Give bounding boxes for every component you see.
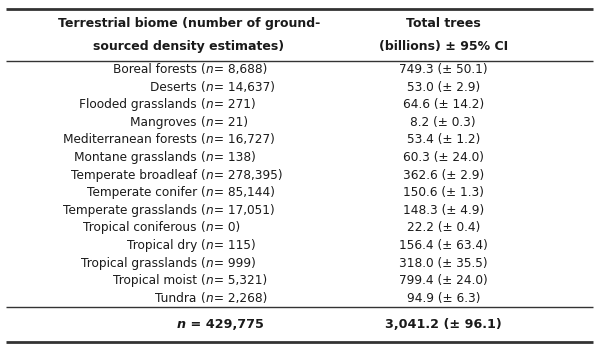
Text: (: ( <box>201 98 205 111</box>
Text: n: n <box>177 318 186 331</box>
Text: 3,041.2 (± 96.1): 3,041.2 (± 96.1) <box>385 318 501 331</box>
Text: = 0): = 0) <box>210 221 241 235</box>
Text: 799.4 (± 24.0): 799.4 (± 24.0) <box>399 274 488 287</box>
Text: = 16,727): = 16,727) <box>210 133 275 146</box>
Text: Tropical dry: Tropical dry <box>126 239 201 252</box>
Text: Temperate broadleaf: Temperate broadleaf <box>71 169 201 181</box>
Text: = 138): = 138) <box>210 151 256 164</box>
Text: (: ( <box>201 81 205 94</box>
Text: n: n <box>205 81 213 94</box>
Text: 362.6 (± 2.9): 362.6 (± 2.9) <box>403 169 484 181</box>
Text: sourced density estimates): sourced density estimates) <box>93 40 285 53</box>
Text: = 271): = 271) <box>210 98 256 111</box>
Text: = 999): = 999) <box>210 256 256 270</box>
Text: = 21): = 21) <box>210 116 249 129</box>
Text: Montane grasslands: Montane grasslands <box>74 151 201 164</box>
Text: = 8,688): = 8,688) <box>210 63 268 76</box>
Text: n: n <box>205 133 213 146</box>
Text: 53.4 (± 1.2): 53.4 (± 1.2) <box>407 133 480 146</box>
Text: n: n <box>205 98 213 111</box>
Text: = 278,395): = 278,395) <box>210 169 283 181</box>
Text: (: ( <box>201 133 205 146</box>
Text: Deserts: Deserts <box>150 81 201 94</box>
Text: (: ( <box>201 151 205 164</box>
Text: Tundra: Tundra <box>155 292 201 305</box>
Text: n: n <box>205 239 213 252</box>
Text: Total trees: Total trees <box>406 17 480 30</box>
Text: = 2,268): = 2,268) <box>210 292 268 305</box>
Text: n: n <box>205 204 213 217</box>
Text: n: n <box>205 221 213 235</box>
Text: 60.3 (± 24.0): 60.3 (± 24.0) <box>403 151 484 164</box>
Text: Tropical coniferous: Tropical coniferous <box>83 221 201 235</box>
Text: (: ( <box>201 239 205 252</box>
Text: Flooded grasslands: Flooded grasslands <box>79 98 201 111</box>
Text: 94.9 (± 6.3): 94.9 (± 6.3) <box>407 292 480 305</box>
Text: (: ( <box>201 186 205 199</box>
Text: n: n <box>205 256 213 270</box>
Text: = 14,637): = 14,637) <box>210 81 276 94</box>
Text: Tropical grasslands: Tropical grasslands <box>81 256 201 270</box>
Text: (: ( <box>201 169 205 181</box>
Text: Tropical moist: Tropical moist <box>113 274 201 287</box>
Text: n: n <box>205 151 213 164</box>
Text: n: n <box>205 186 213 199</box>
Text: n: n <box>205 63 213 76</box>
Text: 22.2 (± 0.4): 22.2 (± 0.4) <box>407 221 480 235</box>
Text: 318.0 (± 35.5): 318.0 (± 35.5) <box>399 256 488 270</box>
Text: = 17,051): = 17,051) <box>210 204 275 217</box>
Text: n: n <box>205 292 213 305</box>
Text: (: ( <box>201 221 205 235</box>
Text: 53.0 (± 2.9): 53.0 (± 2.9) <box>407 81 480 94</box>
Text: 156.4 (± 63.4): 156.4 (± 63.4) <box>399 239 488 252</box>
Text: (: ( <box>201 256 205 270</box>
Text: = 429,775: = 429,775 <box>186 318 264 331</box>
Text: (: ( <box>201 292 205 305</box>
Text: 148.3 (± 4.9): 148.3 (± 4.9) <box>403 204 484 217</box>
Text: (: ( <box>201 116 205 129</box>
Text: Temperate grasslands: Temperate grasslands <box>63 204 201 217</box>
Text: n: n <box>205 116 213 129</box>
Text: Temperate conifer: Temperate conifer <box>87 186 201 199</box>
Text: (billions) ± 95% CI: (billions) ± 95% CI <box>379 40 508 53</box>
Text: n: n <box>205 169 213 181</box>
Text: n: n <box>205 274 213 287</box>
Text: Boreal forests: Boreal forests <box>113 63 201 76</box>
Text: Mediterranean forests: Mediterranean forests <box>63 133 201 146</box>
Text: Terrestrial biome (number of ground-: Terrestrial biome (number of ground- <box>58 17 320 30</box>
Text: 150.6 (± 1.3): 150.6 (± 1.3) <box>403 186 484 199</box>
Text: 749.3 (± 50.1): 749.3 (± 50.1) <box>399 63 488 76</box>
Text: = 5,321): = 5,321) <box>210 274 268 287</box>
Text: (: ( <box>201 274 205 287</box>
Text: 64.6 (± 14.2): 64.6 (± 14.2) <box>403 98 484 111</box>
Text: 8.2 (± 0.3): 8.2 (± 0.3) <box>410 116 476 129</box>
Text: Mangroves: Mangroves <box>131 116 201 129</box>
Text: (: ( <box>201 204 205 217</box>
Text: = 115): = 115) <box>210 239 256 252</box>
Text: (: ( <box>201 63 205 76</box>
Text: = 85,144): = 85,144) <box>210 186 276 199</box>
